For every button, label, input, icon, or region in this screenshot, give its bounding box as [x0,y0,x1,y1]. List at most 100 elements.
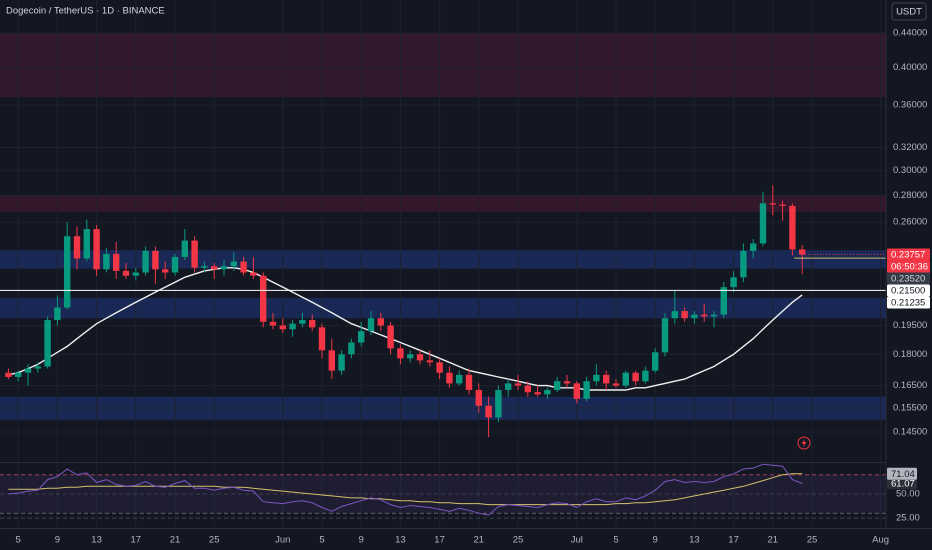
candle-body [250,272,257,276]
candle-body [769,203,776,205]
candle-body [348,342,355,355]
alert-icon[interactable] [797,436,811,450]
currency-button[interactable] [891,2,927,21]
candle-body [426,360,433,363]
candle-body [534,392,541,395]
candle-body [730,277,737,288]
rsi-line [8,463,803,516]
rsi-line [8,473,803,506]
candle-body [622,372,629,386]
zone [0,32,886,98]
x-tick-label: 5 [613,535,618,546]
candle-body [632,372,639,382]
candle-body [681,311,688,319]
candle-body [691,314,698,319]
price-tag-bg [887,248,930,261]
candle-body [759,203,767,244]
candle-body [779,204,786,206]
candle-body [524,385,531,393]
y-tick-label: 0.30000 [893,165,927,176]
chart-title: Dogecoin / TetherUS · 1D · BINANCE [6,6,165,17]
candle-body [289,323,296,330]
y-tick-label: 0.44000 [893,28,927,39]
x-tick-label: 21 [768,535,779,546]
candle-body [201,266,208,268]
candle-body [740,250,747,278]
x-tick-label: 9 [359,535,364,546]
candle-body [799,249,806,255]
price-tag-bg [887,296,930,309]
x-tick-label: 25 [513,535,524,546]
candle-body [279,325,286,330]
y-tick-label: 0.36000 [893,100,927,111]
candle-body [54,307,61,321]
candle-body [64,236,71,308]
candle-body [93,229,100,270]
candle-body [73,236,81,259]
candle-body [407,354,414,359]
candle-body [720,287,727,315]
candle-body [495,389,502,418]
candle-body [309,320,316,328]
candle-body [485,405,492,418]
candle-body [505,383,512,390]
y-tick-label: 0.14500 [893,427,927,438]
candle-body [367,318,375,332]
x-tick-label: 5 [16,535,21,546]
candle-body [603,374,610,384]
candle-body [544,389,551,395]
zone [0,250,886,269]
x-tick-label: 25 [807,535,818,546]
candle-body [387,325,394,349]
rsi-tick-label: 25.00 [896,513,920,524]
candle-body [220,266,228,270]
candle-body [132,272,139,276]
candle-body [24,368,32,373]
candle-body [358,331,365,343]
y-tick-label: 0.16500 [893,380,927,391]
x-tick-label: 9 [55,535,60,546]
x-tick-label: Jun [275,535,290,546]
y-tick-label: 0.15500 [893,403,927,414]
countdown: 06:50:36 [891,262,928,273]
candle-body [83,229,90,259]
y-tick-label: 0.40000 [893,62,927,73]
alert-bolt [801,438,807,448]
price-tag-bg [887,284,930,297]
candle-body [554,381,561,390]
countdown-bg [887,260,930,273]
candle-body [750,243,757,251]
candle-body [573,383,580,399]
candle-body [465,374,473,390]
candle-body [397,348,404,359]
candle-body [563,381,571,384]
candle-body [260,275,267,322]
candle-body [152,250,159,270]
price-tag: 0.21500 [891,286,925,297]
price-tag: 0.23757 [891,250,925,261]
moving-average [8,267,803,391]
candle-body [789,205,796,250]
x-tick-label: 25 [209,535,220,546]
price-tag: 0.23520 [891,274,925,285]
rsi-tag: 61.07 [891,478,915,489]
x-tick-label: 21 [474,535,485,546]
candle-body [593,374,600,382]
x-tick-label: 13 [395,535,406,546]
zone [0,297,886,319]
candle-body [436,362,443,373]
rsi-tag: 71.04 [891,469,915,480]
x-tick-label: 17 [434,535,445,546]
candle-body [34,366,41,369]
x-tick-label: Jul [571,535,583,546]
x-tick-label: 13 [91,535,102,546]
currency-label[interactable]: USDT [896,7,922,18]
candle-body [661,318,669,353]
candle-body [416,354,424,361]
candle-body [269,321,277,326]
candle-body [142,250,149,273]
candle-body [671,311,678,319]
candle-body [181,240,188,257]
candle-body [211,266,218,270]
